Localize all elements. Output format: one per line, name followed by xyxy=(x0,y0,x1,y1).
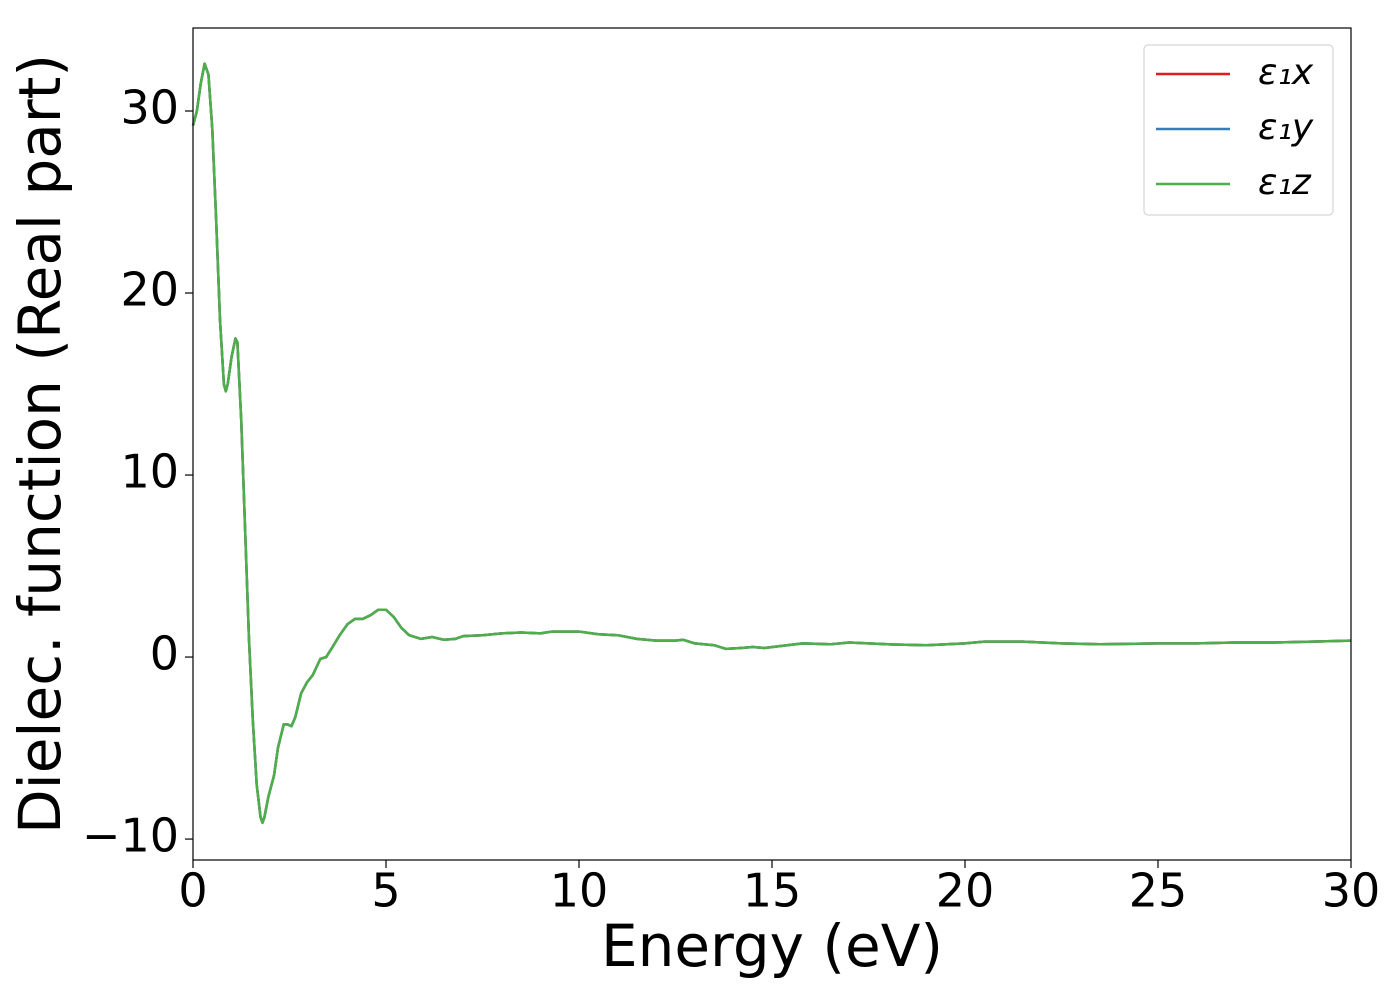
x-tick-label: 0 xyxy=(178,864,207,918)
y-tick-label: −10 xyxy=(82,809,179,863)
x-tick-label: 5 xyxy=(371,864,400,918)
plot-frame xyxy=(192,27,1352,861)
x-axis-label: Energy (eV) xyxy=(601,912,943,980)
y-tick-label: 20 xyxy=(120,263,179,317)
x-tick-label: 30 xyxy=(1322,864,1381,918)
x-tick-label: 15 xyxy=(743,864,802,918)
legend-label: ε₁x xyxy=(1258,52,1314,93)
legend-label: ε₁y xyxy=(1258,107,1314,148)
x-tick-label: 10 xyxy=(550,864,609,918)
x-tick-label: 20 xyxy=(936,864,995,918)
x-tick-label: 25 xyxy=(1129,864,1188,918)
y-tick-label: 0 xyxy=(150,627,179,681)
legend-label: ε₁z xyxy=(1258,162,1312,203)
series-line xyxy=(191,62,1352,824)
y-axis-label: Dielec. function (Real part) xyxy=(6,54,74,834)
legend-box xyxy=(1143,44,1334,216)
y-tick-label: 30 xyxy=(120,80,179,134)
y-tick-label: 10 xyxy=(120,445,179,499)
